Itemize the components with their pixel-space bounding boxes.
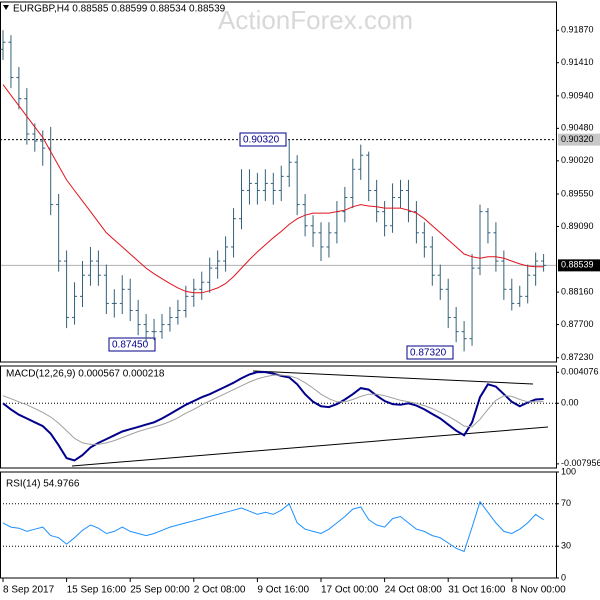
y-tick-label: 0.89090 [561,221,594,231]
x-tick-label: 24 Oct 08:00 [385,585,443,596]
y-tick-label: -0.007956 [561,458,600,468]
y-tick-label: 0.88160 [561,286,594,296]
panel-border [0,1,557,363]
last-price: 0.88539 [561,260,594,270]
y-tick-label: 0.91410 [561,57,594,67]
macd-title: MACD(12,26,9) 0.000567 0.000218 [6,369,165,380]
annotation: 0.87450 [112,340,149,351]
series-line [2,371,544,462]
y-tick-label: 0.87700 [561,319,594,329]
x-tick-label: 8 Sep 2017 [3,585,55,596]
annotation-box [239,132,287,147]
y-tick-label: 0.91870 [561,25,594,35]
x-tick-label: 31 Oct 16:00 [448,585,506,596]
y-tick-label: 0.87230 [561,352,594,362]
y-tick-label: 70 [561,498,571,508]
annotation-box [108,337,156,352]
trend-line [252,370,534,385]
y-tick-label: 30 [561,541,571,551]
x-tick-label: 15 Sep 16:00 [67,585,127,596]
y-tick-label: 0.00 [561,398,579,408]
y-tick-label: 0.90020 [561,155,594,165]
annotation: 0.87320 [410,348,447,359]
annotation-box [406,345,454,360]
trend-line [71,426,549,467]
x-tick-label: 8 Nov 00:00 [512,585,566,596]
x-tick-label: 9 Oct 16:00 [257,585,309,596]
y-tick-label: 0.90480 [561,123,594,133]
menu-arrow [3,5,9,10]
y-tick-label: 0.90940 [561,90,594,100]
last-price-box [558,259,600,272]
x-tick-label: 25 Sep 00:00 [130,585,190,596]
y-tick-label: 0 [561,572,566,582]
panel-border [0,471,557,579]
panel-border [0,365,557,469]
moving-average [2,84,544,294]
x-tick-label: 2 Oct 08:00 [194,585,246,596]
rsi-title: RSI(14) 54.9766 [6,479,80,490]
series-line [2,500,544,553]
annotation: 0.90320 [243,135,280,146]
level-label: 0.90320 [561,134,594,144]
level-box [558,133,600,146]
y-tick-label: 100 [561,466,576,476]
y-tick-label: 0.004076 [561,367,599,377]
x-tick-label: 17 Oct 00:00 [321,585,379,596]
series-line [2,374,544,445]
y-tick-label: 0.89550 [561,188,594,198]
watermark: ActionForex.com [218,5,413,35]
chart-title: EURGBP,H4 0.88585 0.88599 0.88534 0.8853… [13,4,226,15]
